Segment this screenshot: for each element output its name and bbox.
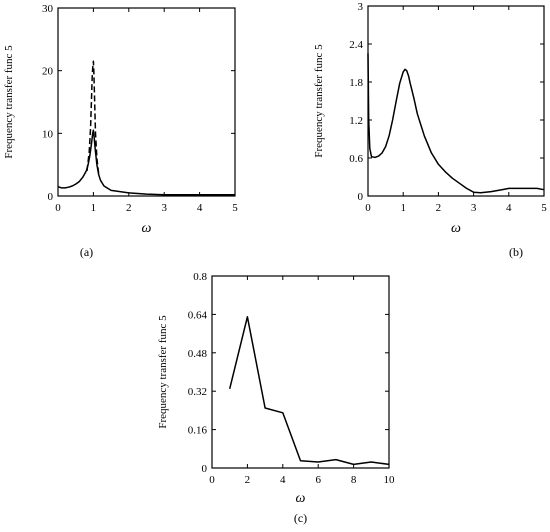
x-tick-label: 0 — [365, 202, 371, 214]
y-tick-label: 1.2 — [349, 115, 363, 127]
x-tick-label: 4 — [280, 474, 286, 486]
x-tick-label: 4 — [197, 202, 203, 214]
x-tick-label: 10 — [384, 474, 396, 486]
y-tick-label: 0.32 — [188, 386, 207, 398]
plot-frame — [57, 7, 236, 197]
y-tick-label: 0.6 — [349, 153, 363, 165]
x-tick-label: 3 — [161, 202, 167, 214]
series-line-1 — [57, 129, 235, 196]
x-tick-label: 5 — [232, 202, 238, 214]
y-tick-label: 0.64 — [188, 309, 208, 321]
panel-label: (b) — [509, 245, 523, 259]
series-line-2 — [86, 60, 100, 175]
x-tick-label: 1 — [91, 202, 97, 214]
chart-panel-1: 0 10 20 30 0 1 2 3 4 5 Frequency transfer func 5 ω (… — [3, 3, 238, 259]
series-line-1 — [367, 53, 545, 194]
x-tick-label: 2 — [126, 202, 132, 214]
y-tick-label: 2.4 — [349, 39, 363, 51]
y-tick-label: 0.48 — [188, 348, 208, 360]
panel-label: (c) — [294, 511, 307, 525]
x-tick-label: 4 — [506, 202, 512, 214]
plot-frame — [211, 275, 390, 469]
y-axis-label: Frequency transfer func 5 — [313, 44, 325, 158]
x-axis-label: ω — [451, 221, 461, 236]
x-tick-label: 1 — [400, 202, 406, 214]
y-axis-label: Frequency transfer func 5 — [157, 315, 169, 429]
y-tick-label: 10 — [42, 128, 54, 140]
y-tick-label: 3 — [358, 1, 364, 13]
y-tick-label: 0 — [358, 191, 364, 203]
y-axis-label: Frequency transfer func 5 — [3, 45, 15, 159]
x-tick-label: 2 — [245, 474, 251, 486]
x-tick-label: 3 — [471, 202, 477, 214]
y-tick-label: 0.16 — [188, 425, 208, 437]
x-tick-label: 8 — [351, 474, 357, 486]
x-axis-label: ω — [142, 221, 152, 236]
y-tick-label: 0 — [48, 191, 54, 203]
y-tick-label: 1.8 — [349, 77, 363, 89]
panel-label: (a) — [80, 245, 93, 259]
x-axis-label: ω — [296, 491, 306, 506]
chart-panel-3: 0 0.16 0.32 0.48 0.64 0.8 0 2 4 6 8 10 Frequency tra… — [157, 271, 395, 525]
x-tick-label: 2 — [436, 202, 442, 214]
x-tick-label: 5 — [541, 202, 547, 214]
x-tick-label: 0 — [209, 474, 215, 486]
y-tick-label: 30 — [42, 3, 54, 15]
x-tick-label: 6 — [315, 474, 321, 486]
y-tick-label: 20 — [42, 66, 54, 78]
y-tick-label: 0.8 — [193, 271, 207, 283]
x-tick-label: 0 — [55, 202, 61, 214]
plot-frame — [367, 5, 545, 197]
y-tick-label: 0 — [202, 463, 208, 475]
series-line-1 — [228, 316, 390, 466]
chart-panel-2: 0 0.6 1.2 1.8 2.4 3 0 1 2 3 4 5 Frequency transfer f… — [313, 1, 547, 259]
